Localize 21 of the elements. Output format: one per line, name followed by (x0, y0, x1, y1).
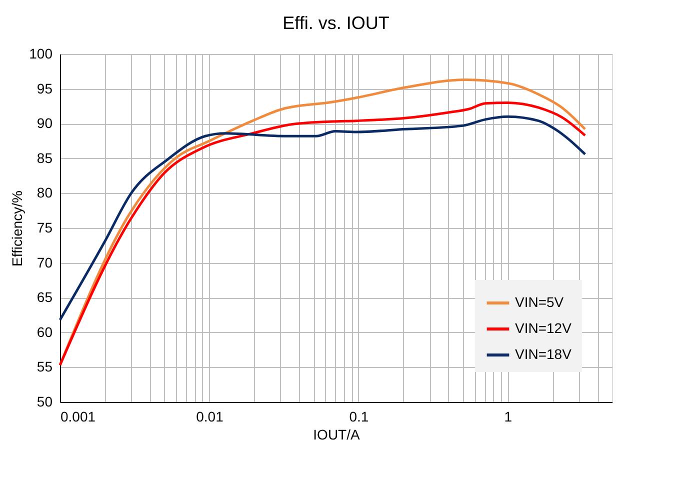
y-tick-label: 80 (36, 184, 53, 201)
legend-label: VIN=18V (515, 346, 572, 362)
legend-label: VIN=12V (515, 320, 572, 336)
y-tick-label: 75 (36, 220, 53, 236)
x-tick-label: 0.001 (60, 408, 96, 424)
y-tick-label: 95 (36, 80, 53, 96)
x-tick-label: 0.1 (349, 408, 369, 424)
chart-title: Effi. vs. IOUT (282, 13, 390, 33)
y-tick-label: 85 (36, 150, 53, 166)
y-tick-label: 100 (29, 46, 53, 62)
y-tick-label: 55 (36, 358, 53, 375)
x-axis-title: IOUT/A (313, 426, 360, 442)
y-tick-label: 70 (36, 254, 53, 270)
y-tick-label: 50 (36, 394, 53, 410)
y-axis-title: Efficiency/% (9, 190, 26, 266)
x-tick-label: 0.01 (196, 408, 224, 424)
y-tick-label: 90 (36, 115, 53, 132)
y-tick-label: 60 (36, 324, 53, 340)
x-tick-label: 1 (504, 408, 512, 424)
y-tick-label: 65 (36, 289, 53, 306)
legend-label: VIN=5V (515, 294, 564, 310)
